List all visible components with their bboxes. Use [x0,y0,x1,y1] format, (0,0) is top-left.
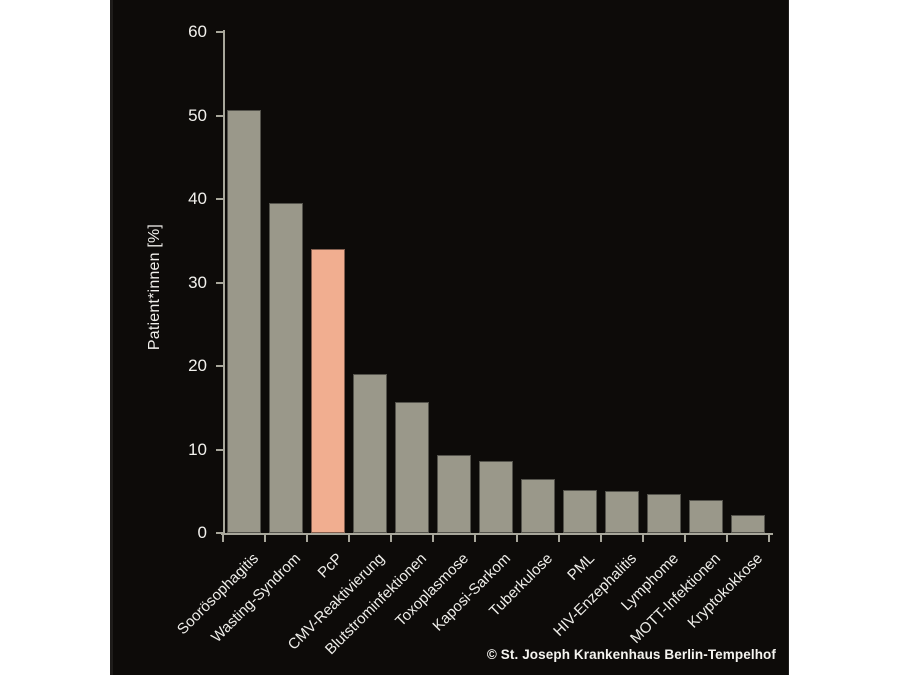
bar-mott-infektionen [689,500,723,533]
y-tick-label: 0 [197,523,207,542]
chart-panel: Patient*innen [%] 0 10 20 30 40 50 60 Soorösoph… [110,0,789,675]
x-tick-mark [600,535,602,542]
bar-toxoplasmose [437,455,471,533]
x-tick-mark [642,535,644,542]
bar-soor-sophagitis [227,110,261,533]
x-tick-mark [516,535,518,542]
copyright-text: © St. Joseph Krankenhaus Berlin-Tempelho… [486,647,776,662]
x-tick-mark [474,535,476,542]
bar-wasting-syndrom [269,203,303,533]
bar-kaposi-sarkom [479,461,513,533]
x-tick-mark [390,535,392,542]
y-axis-line [223,30,225,535]
x-tick-mark [348,535,350,542]
bar-pcp [311,249,345,533]
y-tick-label: 20 [188,356,207,375]
y-tick-mark [216,198,223,200]
y-axis-title: Patient*innen [%] [146,223,163,351]
plot-area: 0 10 20 30 40 50 60 Soorösophagitis Wasting-Synd… [174,22,773,658]
bar-pml [563,490,597,533]
bar-cmv-reaktivierung [353,374,387,533]
bar-hiv-enzephalitis [605,491,639,533]
x-tick-mark [684,535,686,542]
y-tick-label: 40 [188,189,207,208]
x-tick-mark [726,535,728,542]
y-tick-label: 10 [188,439,207,459]
bar-tuberkulose [521,479,555,533]
bar-lymphome [647,494,681,533]
x-tick-mark [222,535,224,542]
y-tick-mark [216,31,223,33]
y-tick-mark [216,532,223,534]
x-axis-line [221,533,773,535]
y-tick-label: 30 [188,272,207,292]
y-tick-mark [216,281,223,284]
y-tick-mark [216,114,223,117]
x-tick-mark [306,535,308,542]
x-tick-mark [768,535,770,542]
y-tick-label: 60 [188,22,207,41]
y-tick-label: 50 [188,105,207,125]
y-tick-mark [216,365,223,367]
x-tick-mark [558,535,560,542]
bar-blutstrominfektionen [395,402,429,533]
bar-kryptokokkose [731,515,765,533]
x-tick-mark [264,535,266,542]
y-tick-mark [216,448,223,451]
x-tick-mark [432,535,434,542]
